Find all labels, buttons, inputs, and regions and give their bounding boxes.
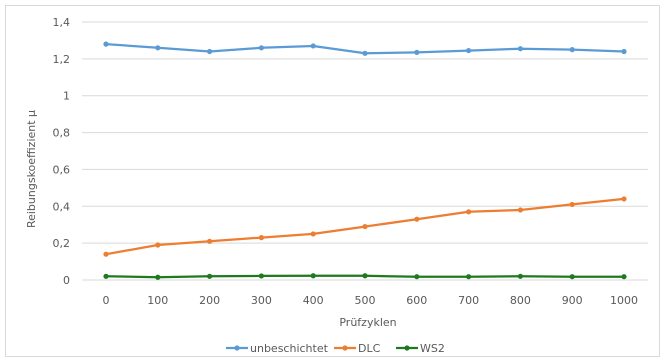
legend-marker (404, 345, 410, 351)
grid-lines (82, 21, 648, 281)
legend-label: unbeschichtet (250, 342, 329, 355)
data-point-ws2 (569, 274, 575, 280)
x-tick-label: 600 (406, 294, 427, 307)
data-point-dlc (362, 223, 368, 230)
x-tick-label: 0 (103, 294, 110, 307)
data-point-ws2 (103, 273, 109, 279)
data-point-ws2 (414, 274, 420, 280)
x-tick-label: 100 (147, 294, 168, 307)
data-point-ws2 (155, 274, 161, 280)
data-point-dlc (207, 238, 213, 244)
data-point-unbeschichtet (466, 47, 472, 54)
data-point-unbeschichtet (517, 46, 524, 52)
legend-marker (234, 345, 240, 351)
data-point-unbeschichtet (103, 41, 109, 47)
legend: unbeschichtet DLC WS2 (226, 342, 445, 355)
data-point-ws2 (310, 273, 316, 279)
data-point-unbeschichtet (414, 49, 420, 56)
data-point-dlc (414, 216, 420, 222)
data-point-dlc (621, 196, 627, 202)
y-tick-label: 0,8 (53, 127, 71, 140)
data-point-dlc (310, 231, 316, 237)
data-point-ws2 (621, 274, 627, 280)
y-tick-label: 0,4 (53, 200, 71, 213)
y-tick-label: 1,4 (53, 16, 71, 29)
y-axis-title: Reibungskoeffizient µ (25, 110, 38, 228)
x-tick-label: 400 (303, 294, 324, 307)
data-point-unbeschichtet (155, 45, 161, 51)
data-point-ws2 (362, 273, 368, 279)
x-tick-label: 500 (355, 294, 376, 307)
chart-frame (5, 5, 660, 357)
data-point-dlc (569, 201, 575, 208)
data-point-dlc (258, 235, 264, 241)
legend-entry-ws2: WS2 (396, 342, 445, 355)
x-tick-label: 800 (510, 294, 531, 307)
x-axis-title: Prüfzyklen (339, 316, 396, 329)
x-tick-label: 1000 (610, 294, 638, 307)
legend-label: DLC (358, 342, 381, 355)
x-tick-label: 200 (199, 294, 220, 307)
y-tick-label: 0 (63, 274, 70, 287)
series-lines (103, 41, 627, 280)
data-point-dlc (155, 242, 161, 248)
data-point-dlc (466, 209, 472, 215)
data-point-unbeschichtet (310, 43, 316, 49)
data-point-ws2 (258, 273, 264, 279)
data-point-unbeschichtet (621, 48, 627, 55)
data-point-ws2 (466, 274, 472, 280)
legend-entry-dlc: DLC (334, 342, 381, 355)
data-point-unbeschichtet (569, 47, 575, 53)
legend-marker (342, 345, 348, 351)
legend-entry-unbeschichtet: unbeschichtet (226, 342, 329, 355)
legend-label: WS2 (420, 342, 445, 355)
y-tick-label: 1,2 (53, 53, 71, 66)
x-tick-label: 900 (562, 294, 583, 307)
y-tick-labels: 0 0,2 0,4 0,6 0,8 1 1,2 1,4 (53, 16, 71, 287)
data-point-ws2 (207, 273, 213, 279)
data-point-dlc (517, 207, 524, 213)
x-tick-label: 700 (458, 294, 479, 307)
y-tick-label: 1 (63, 90, 70, 103)
data-point-unbeschichtet (207, 48, 213, 55)
y-tick-label: 0,2 (53, 237, 71, 250)
data-point-dlc (103, 251, 109, 257)
y-tick-label: 0,6 (53, 163, 71, 176)
data-point-unbeschichtet (362, 50, 368, 56)
x-tick-label: 300 (251, 294, 272, 307)
data-point-ws2 (517, 273, 524, 279)
data-point-unbeschichtet (258, 45, 264, 51)
x-tick-labels: 0 100 200 300 400 500 600 700 800 900 1000 (103, 294, 639, 307)
